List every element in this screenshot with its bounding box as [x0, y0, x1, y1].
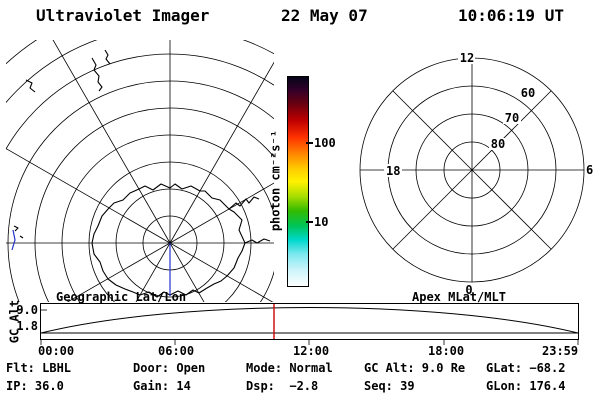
mlat-label-70: 70 [505, 111, 519, 125]
colorbar-tick-label-10: 10 [314, 215, 329, 229]
apex-panel-caption: Apex MLat/MLT [412, 290, 506, 304]
mlt-spokes [360, 58, 584, 282]
coastline [13, 49, 271, 298]
colorbar-tick-label-100: 100 [314, 136, 336, 150]
label-halo [503, 112, 521, 124]
colorbar-tick-100 [306, 142, 313, 144]
xtick-0000: 00:00 [38, 344, 75, 358]
strip-frame [40, 303, 579, 340]
status-dsp: Dsp: −2.8 [246, 379, 319, 393]
status-flt: Flt: LBHL [6, 361, 72, 375]
altitude-curve [40, 307, 579, 334]
status-glon: GLon: 176.4 [486, 379, 566, 393]
geographic-map-panel [6, 40, 274, 302]
date-readout: 22 May 07 [281, 6, 368, 25]
xtick-0600: 06:00 [158, 344, 195, 358]
status-glat: GLat: −68.2 [486, 361, 566, 375]
mlat-label-60: 60 [521, 86, 535, 100]
label-halo [458, 51, 475, 64]
mlt-label-12: 12 [460, 51, 474, 65]
status-gcalt: GC Alt: 9.0 Re [364, 361, 466, 375]
status-ip: IP: 36.0 [6, 379, 64, 393]
status-mode: Mode: Normal [246, 361, 333, 375]
strip-ytick-bottom: 1.8 [16, 319, 38, 333]
strip-ytick-top: 9.0 [16, 303, 38, 317]
intensity-colorbar [287, 76, 309, 287]
colorbar-units-label: photon cm⁻²s⁻¹ [268, 130, 283, 232]
colorbar-tick-10 [306, 221, 313, 223]
app-title: Ultraviolet Imager [36, 6, 210, 25]
mlt-label-0: 0 [465, 283, 472, 297]
geo-panel-caption: Geographic Lat/Lon [56, 290, 187, 304]
meridian-lines [6, 40, 274, 302]
label-halo [519, 87, 537, 99]
altitude-strip-chart [40, 303, 579, 345]
xtick-1200: 12:00 [293, 344, 330, 358]
xtick-2359: 23:59 [542, 344, 579, 358]
label-halo [384, 164, 402, 177]
mlat-label-80: 80 [491, 137, 505, 151]
time-readout: 10:06:19 UT [458, 6, 564, 25]
mlt-label-6: 6 [586, 163, 593, 177]
mlt-label-18: 18 [386, 164, 400, 178]
latitude-circles [6, 40, 274, 302]
meridian-marker [11, 229, 171, 296]
status-door: Door: Open [133, 361, 206, 375]
apex-polar-panel: 12 18 6 0 60 70 80 [359, 51, 593, 297]
xtick-1800: 18:00 [428, 344, 465, 358]
status-seq: Seq: 39 [364, 379, 415, 393]
label-halo [489, 138, 507, 150]
status-gain: Gain: 14 [133, 379, 191, 393]
